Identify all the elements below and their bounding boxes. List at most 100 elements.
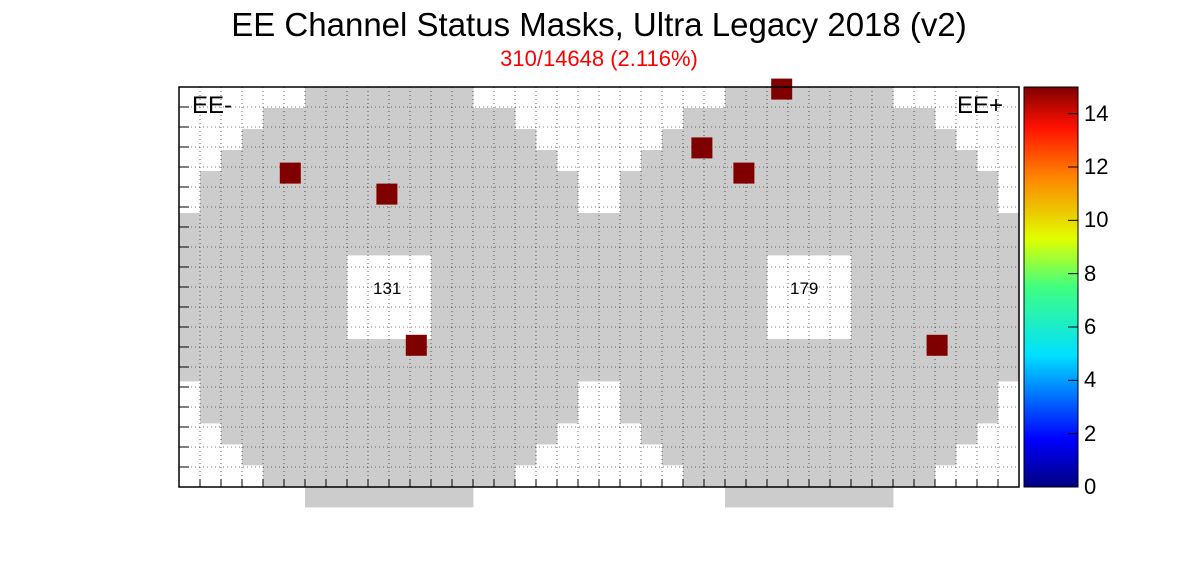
detector-tower [788, 444, 810, 466]
detector-tower [914, 402, 936, 424]
detector-tower [347, 150, 369, 172]
detector-tower [830, 234, 852, 256]
detector-tower [242, 423, 264, 445]
detector-tower [452, 234, 474, 256]
detector-tower [452, 255, 474, 277]
detector-tower [641, 297, 663, 319]
detector-tower [326, 276, 348, 298]
detector-tower [200, 255, 222, 277]
detector-tower [767, 381, 789, 403]
detector-tower [494, 360, 516, 382]
detector-tower [368, 381, 390, 403]
detector-tower [830, 192, 852, 214]
detector-tower [263, 108, 285, 130]
detector-tower [767, 192, 789, 214]
detector-tower [872, 297, 894, 319]
detector-tower [263, 276, 285, 298]
detector-tower [788, 192, 810, 214]
detector-tower [893, 381, 915, 403]
detector-tower [662, 234, 684, 256]
detector-tower [473, 339, 495, 361]
detector-tower [368, 486, 390, 508]
detector-tower [872, 87, 894, 109]
detector-tower [578, 234, 600, 256]
detector-tower [179, 213, 201, 235]
detector-tower [305, 360, 327, 382]
detector-tower [767, 108, 789, 130]
detector-tower [515, 318, 537, 340]
detector-tower [515, 381, 537, 403]
detector-tower [410, 465, 432, 487]
detector-tower [641, 423, 663, 445]
detector-tower [620, 339, 642, 361]
detector-tower [263, 465, 285, 487]
detector-tower [242, 297, 264, 319]
detector-tower [452, 381, 474, 403]
detector-tower [536, 360, 558, 382]
inner-count-ee-plus: 179 [790, 279, 819, 298]
plot-frame [178, 86, 1020, 488]
detector-tower [389, 129, 411, 151]
detector-tower [284, 318, 306, 340]
detector-tower [284, 360, 306, 382]
detector-tower [914, 192, 936, 214]
detector-tower [914, 465, 936, 487]
detector-tower [788, 108, 810, 130]
detector-tower [494, 129, 516, 151]
detector-tower [704, 108, 726, 130]
detector-tower [893, 150, 915, 172]
detector-tower [998, 234, 1020, 256]
detector-tower [914, 297, 936, 319]
detector-tower [704, 213, 726, 235]
detector-tower [746, 87, 768, 109]
detector-tower [872, 318, 894, 340]
detector-tower [809, 339, 831, 361]
detector-tower [263, 129, 285, 151]
detector-tower [452, 486, 474, 508]
detector-tower [347, 381, 369, 403]
detector-tower [242, 339, 264, 361]
detector-tower [452, 129, 474, 151]
detector-tower [704, 234, 726, 256]
detector-tower [347, 423, 369, 445]
colorbar [1023, 86, 1079, 488]
detector-tower [809, 402, 831, 424]
colorbar-border [1023, 86, 1079, 488]
detector-tower [599, 234, 621, 256]
detector-tower [704, 339, 726, 361]
detector-tower [620, 213, 642, 235]
detector-tower [557, 318, 579, 340]
detector-tower [221, 213, 243, 235]
detector-tower [536, 381, 558, 403]
detector-tower [851, 255, 873, 277]
detector-tower [305, 444, 327, 466]
detector-tower [725, 339, 747, 361]
detector-tower [998, 339, 1020, 361]
detector-tower [956, 171, 978, 193]
detector-tower [179, 360, 201, 382]
detector-tower [326, 87, 348, 109]
detector-tower [872, 465, 894, 487]
detector-tower [431, 150, 453, 172]
detector-tower [368, 129, 390, 151]
detector-tower [767, 339, 789, 361]
detector-tower [851, 402, 873, 424]
detector-tower [914, 234, 936, 256]
detector-tower [746, 423, 768, 445]
detector-tower [998, 213, 1020, 235]
detector-tower [998, 360, 1020, 382]
detector-tower [326, 339, 348, 361]
detector-tower [305, 255, 327, 277]
detector-tower [851, 150, 873, 172]
detector-tower [578, 318, 600, 340]
detector-tower [893, 108, 915, 130]
detector-tower [725, 234, 747, 256]
detector-tower [221, 423, 243, 445]
detector-tower [620, 381, 642, 403]
detector-tower [221, 234, 243, 256]
detector-tower [473, 360, 495, 382]
detector-tower [851, 423, 873, 445]
detector-tower [431, 192, 453, 214]
detector-tower [746, 234, 768, 256]
detector-tower [179, 234, 201, 256]
